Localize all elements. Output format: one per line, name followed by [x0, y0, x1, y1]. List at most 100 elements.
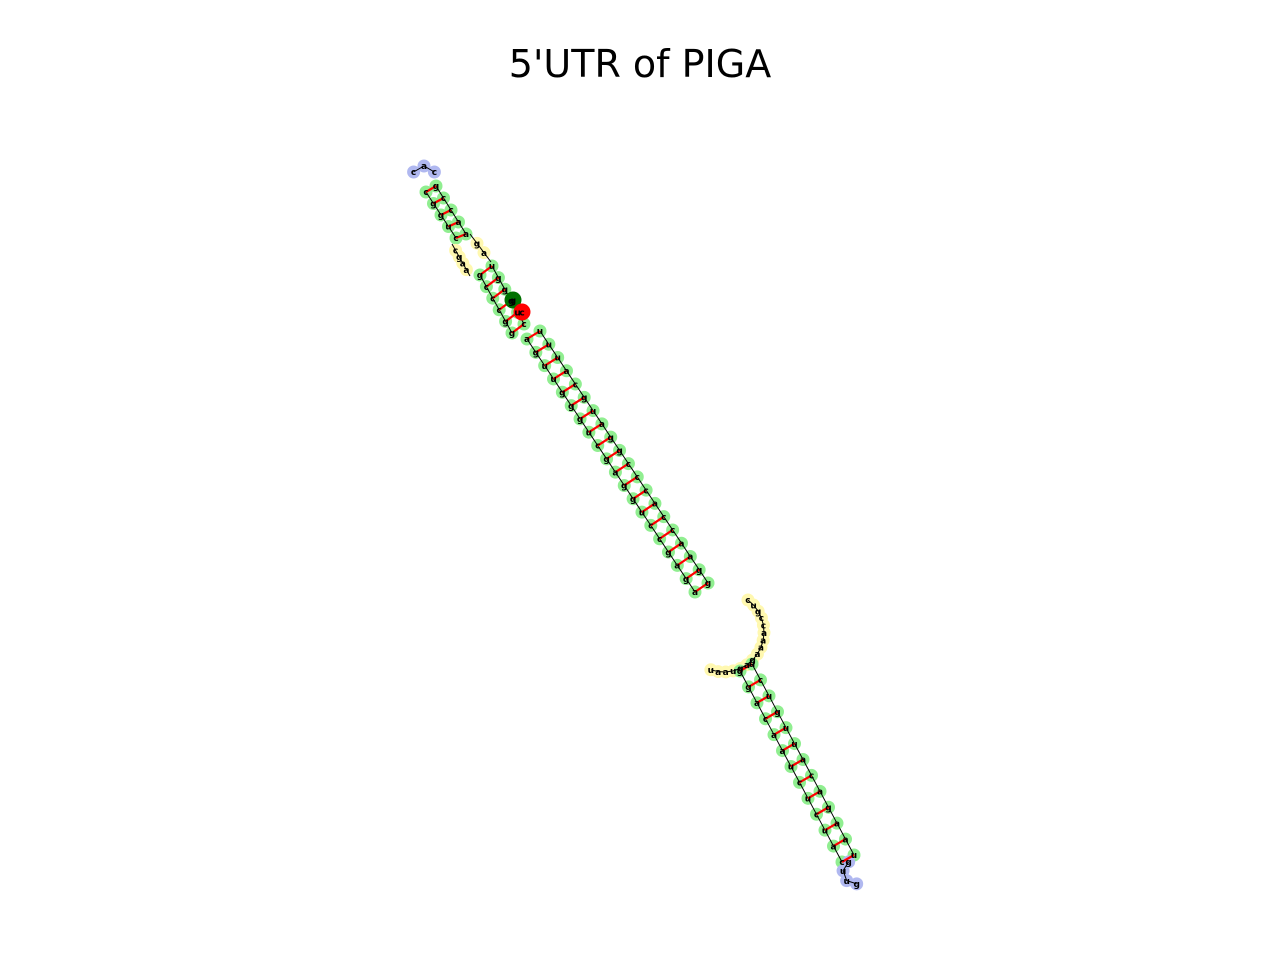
- highlight-c-marker: [513, 303, 531, 321]
- top-interior-left-nt: a: [460, 259, 466, 269]
- second-stem-left-nt: c: [497, 306, 502, 316]
- big-loop-nt: a: [723, 668, 729, 678]
- top-interior-right-nt: g: [474, 240, 480, 250]
- top-stem-right-nt: c: [441, 194, 446, 204]
- second-stem-bond: [479, 265, 493, 276]
- bottom-stem-left-nt: c: [763, 715, 768, 725]
- long-stem-left-nt: a: [524, 335, 530, 345]
- bottom-stem-right-nt: a: [842, 835, 848, 845]
- long-stem-left-nt: g: [577, 415, 583, 425]
- big-loop-nt: u: [730, 667, 736, 677]
- long-stem-left-nt: g: [665, 548, 671, 558]
- long-stem-right-nt: u: [590, 407, 596, 417]
- long-stem-bond: [552, 369, 568, 380]
- big-loop-nt: u: [750, 601, 756, 611]
- long-stem-left-nt: a: [692, 588, 698, 598]
- top-stem-right-nt: c: [448, 206, 453, 216]
- top-stem-bond: [448, 220, 459, 228]
- second-stem-right-nt: u: [514, 309, 520, 319]
- big-loop-nt: a: [715, 668, 721, 678]
- long-stem-left-nt: u: [541, 362, 547, 372]
- second-stem-right-nt: g: [508, 297, 514, 307]
- bottom-hairpin-backbone: [842, 861, 857, 885]
- bottom-stem-bond: [790, 758, 804, 768]
- top-stem-left-nt: u: [445, 223, 451, 233]
- top-stem-left-nt: g: [430, 200, 436, 210]
- long-stem-left-nt: u: [639, 508, 645, 518]
- long-stem-right-nt: a: [563, 367, 569, 377]
- long-stem-left-nt: g: [621, 482, 627, 492]
- bottom-stem-bond: [798, 774, 813, 784]
- bottom-stem-right-nt: u: [791, 740, 797, 750]
- long-stem-bond: [685, 568, 700, 580]
- long-stem-right-nt: u: [554, 354, 560, 364]
- top-stem-left-nt: c: [423, 188, 428, 198]
- top-stem-right-nt: g: [433, 182, 439, 192]
- long-stem-right-nt: g: [696, 566, 702, 576]
- highlight-g-letter: g: [510, 297, 516, 307]
- top-stem-left-nt: g: [438, 211, 444, 221]
- long-stem-bond: [676, 555, 691, 567]
- long-stem-left-nt: u: [550, 375, 556, 385]
- long-stem-bond: [667, 542, 683, 553]
- long-stem-bond: [570, 396, 585, 407]
- long-stem-bond: [632, 489, 647, 500]
- long-stem-left-nt: a: [612, 468, 618, 478]
- long-stem-right-nt: a: [599, 420, 605, 430]
- bottom-stem-right-nt: c: [758, 676, 763, 686]
- long-stem-left-nt: g: [683, 575, 689, 585]
- long-stem-right-nt: a: [678, 539, 684, 549]
- long-stem-right-nt: c: [573, 380, 578, 390]
- bottom-stem-bond: [841, 854, 855, 863]
- long-stem-bond: [650, 515, 665, 527]
- long-stem-right-nt: g: [608, 433, 614, 443]
- second-stem-left-nt: g: [502, 318, 508, 328]
- top-interior-left-nt: g: [456, 253, 462, 263]
- highlight-c-letter: c: [519, 309, 524, 319]
- bottom-stem-left-nt: a: [771, 731, 777, 741]
- long-stem-bond: [694, 582, 709, 593]
- second-stem-right-nt: g: [495, 274, 501, 284]
- bottom-stem-left-nt: a: [754, 699, 760, 709]
- long-stem-left-nt: c: [657, 535, 662, 545]
- bottom-stem-bond: [747, 678, 762, 688]
- long-stem-right-nt: g: [616, 447, 622, 457]
- second-stem-left-nt: c: [484, 283, 489, 293]
- long-stem-right-nt: c: [643, 486, 648, 496]
- bottom-stem-left-nt: c: [814, 810, 819, 820]
- long-stem-left-nt: c: [648, 522, 653, 532]
- bottom-stem-right-nt: c: [809, 772, 814, 782]
- bottom-stem-bond: [832, 838, 847, 848]
- top-stem-bond: [425, 185, 437, 193]
- second-stem-bond: [492, 288, 506, 300]
- bottom-stem-left-nt: g: [737, 667, 743, 677]
- second-stem-left-nt: c: [490, 294, 495, 304]
- long-stem-bond: [535, 343, 550, 354]
- big-loop-nt: c: [745, 596, 750, 606]
- big-loop-nt: a: [754, 650, 760, 660]
- bottom-hairpin-nt: g: [853, 880, 859, 890]
- big-loop-nt: g: [755, 607, 761, 617]
- long-stem-right-nt: u: [537, 327, 543, 337]
- long-stem-left-nt: g: [568, 402, 574, 412]
- bottom-stem-right-nt: u: [783, 724, 789, 734]
- long-stem-left-nt: g: [603, 455, 609, 465]
- bottom-stem-bond: [781, 742, 796, 752]
- big-loop-backbone: [710, 599, 765, 673]
- long-stem-strand-left: [526, 338, 696, 593]
- long-stem-strand-right: [539, 330, 709, 584]
- second-stem-right-nt: u: [489, 262, 495, 272]
- long-stem-left-nt: g: [559, 388, 565, 398]
- bottom-stem-right-nt: u: [749, 660, 755, 670]
- big-loop-nt: a: [758, 644, 764, 654]
- big-loop-nt: c: [759, 614, 764, 624]
- bottom-stem-right-nt: a: [817, 788, 823, 798]
- long-stem-right-nt: a: [652, 500, 658, 510]
- long-stem-right-nt: a: [687, 553, 693, 563]
- big-loop-nt: a: [761, 629, 767, 639]
- long-stem-right-nt: c: [661, 513, 666, 523]
- top-interior-right-nt: a: [481, 249, 487, 259]
- bottom-hairpin-nt: g: [845, 858, 851, 868]
- bottom-stem-bond: [807, 790, 821, 800]
- nucleotide-halos: [407, 159, 864, 891]
